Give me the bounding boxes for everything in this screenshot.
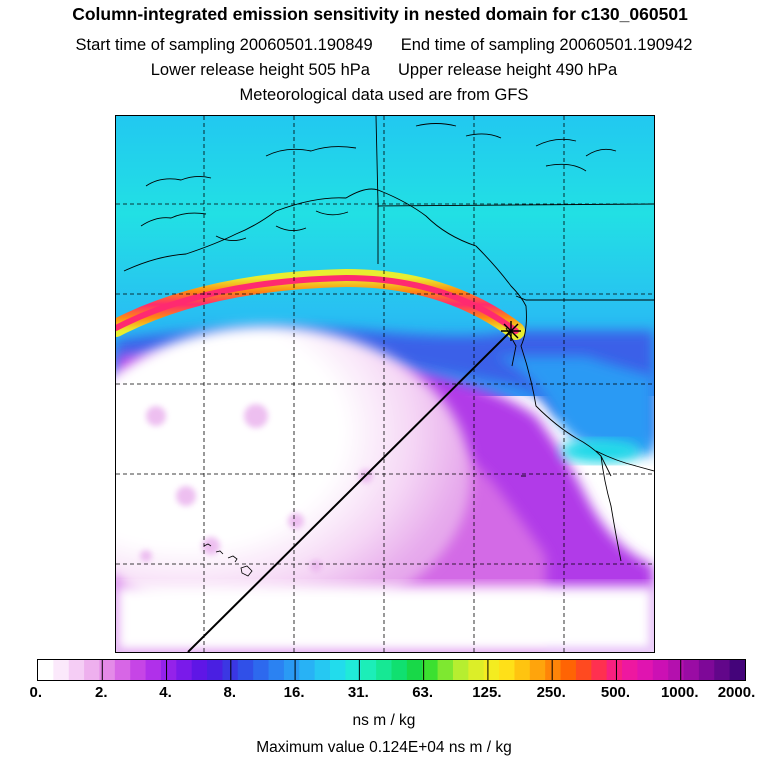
color-scale-swatch: [729, 660, 746, 680]
color-scale-tick-label: 2.: [95, 684, 108, 701]
release-heights: Lower release height 505 hPa Upper releas…: [0, 61, 768, 80]
coastlines: [123, 116, 654, 562]
color-scale-swatch: [406, 660, 423, 680]
colorbar-units: ns m / kg: [352, 712, 416, 729]
color-scale-swatch: [452, 660, 469, 680]
color-scale-swatch: [591, 660, 608, 680]
color-scale-tick-label: 0.: [29, 684, 43, 701]
color-scale-bar: [37, 659, 746, 681]
color-scale-swatch: [360, 660, 377, 680]
color-scale-swatch: [652, 660, 669, 680]
sampling-end: End time of sampling 20060501.190942: [400, 36, 693, 54]
color-scale-swatch: [314, 660, 331, 680]
trajectory-line: [187, 330, 512, 652]
color-scale-swatch: [299, 660, 316, 680]
color-scale-tick-label: 63.: [412, 684, 434, 701]
color-scale-tick-label: 2000.: [717, 684, 756, 701]
color-scale-swatch: [207, 660, 223, 680]
color-scale-tick-label: 16.: [283, 684, 305, 701]
color-scale-swatch: [53, 660, 70, 680]
color-scale-swatch: [253, 660, 270, 680]
color-scale-swatch: [545, 660, 562, 680]
color-scale-tick-label: 1000.: [660, 684, 699, 701]
color-scale-swatch: [99, 660, 116, 680]
color-scale-swatch: [84, 660, 100, 680]
color-scale-swatch: [191, 660, 208, 680]
color-scale-swatch: [683, 660, 700, 680]
met-data-note: Meteorological data used are from GFS: [239, 86, 529, 104]
hawaii-islands: [203, 543, 253, 577]
color-scale-swatch: [176, 660, 193, 680]
color-scale-tick-label: 500.: [600, 684, 631, 701]
color-scale-tick-label: 31.: [347, 684, 369, 701]
color-scale-swatch: [268, 660, 285, 680]
color-scale-swatch: [606, 660, 623, 680]
release-upper: Upper release height 490 hPa: [398, 61, 618, 79]
color-scale-swatch: [575, 660, 592, 680]
release-lower: Lower release height 505 hPa: [150, 61, 370, 79]
map-title: Column-integrated emission sensitivity i…: [72, 4, 688, 24]
color-scale-swatch: [376, 660, 392, 680]
color-scale-tick-label: 8.: [223, 684, 237, 701]
color-scale-swatch: [499, 660, 515, 680]
color-scale-swatch: [68, 660, 85, 680]
color-scale-swatch: [637, 660, 654, 680]
release-point-marker: [501, 321, 521, 341]
color-scale-swatch: [330, 660, 346, 680]
color-scale-swatch: [422, 660, 439, 680]
sensitivity-map: [115, 115, 655, 653]
color-scale-swatch: [114, 660, 131, 680]
color-scale-swatch: [38, 660, 54, 680]
color-scale-swatch: [130, 660, 147, 680]
color-scale-swatch: [514, 660, 531, 680]
color-scale-swatch: [345, 660, 362, 680]
color-scale-swatch: [468, 660, 485, 680]
color-scale-swatch: [283, 660, 300, 680]
color-scale-swatch: [237, 660, 254, 680]
color-scale-swatch: [437, 660, 454, 680]
color-scale-swatch: [668, 660, 685, 680]
color-scale-swatch: [560, 660, 577, 680]
color-scale-tick-label: 4.: [159, 684, 172, 701]
color-scale-swatch: [160, 660, 177, 680]
color-scale-swatch: [622, 660, 638, 680]
sampling-times: Start time of sampling 20060501.190849 En…: [0, 36, 768, 55]
color-scale-swatch: [145, 660, 162, 680]
maximum-value: Maximum value 0.124E+04 ns m / kg: [256, 739, 512, 756]
color-scale-swatch: [714, 660, 731, 680]
color-scale-tick-label: 125.: [472, 684, 502, 701]
color-scale-swatch: [483, 660, 500, 680]
color-scale-tick-label: 250.: [536, 684, 566, 701]
color-scale-swatch: [529, 660, 546, 680]
color-scale-swatch: [391, 660, 408, 680]
graticule: [116, 116, 654, 652]
color-scale-swatch: [698, 660, 715, 680]
sampling-start: Start time of sampling 20060501.190849: [75, 36, 373, 54]
